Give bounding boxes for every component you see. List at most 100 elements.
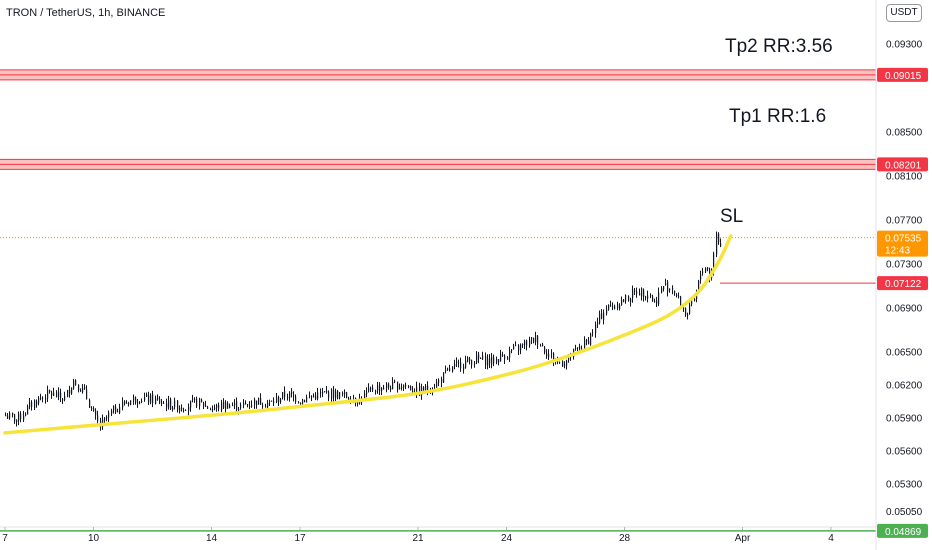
candle-body bbox=[201, 399, 203, 402]
candle-body bbox=[595, 324, 597, 334]
candle-body bbox=[386, 384, 388, 389]
candle-body bbox=[47, 389, 49, 399]
candle-body bbox=[62, 398, 64, 401]
candle-body bbox=[645, 296, 647, 298]
candle-body bbox=[405, 385, 407, 387]
candle-body bbox=[537, 335, 539, 345]
candle-body bbox=[163, 402, 165, 404]
candle-body bbox=[236, 401, 238, 410]
candle-body bbox=[9, 413, 11, 419]
candle-body bbox=[478, 354, 480, 359]
price-tick-label: 0.06500 bbox=[886, 348, 923, 359]
candle-body bbox=[159, 398, 161, 404]
candle-body bbox=[135, 397, 137, 403]
candle-body bbox=[623, 299, 625, 302]
candle-body bbox=[210, 409, 212, 411]
candle-body bbox=[399, 387, 401, 390]
candle-body bbox=[515, 345, 517, 347]
candle-body bbox=[408, 386, 410, 388]
candle-body bbox=[146, 394, 148, 397]
candle-body bbox=[170, 399, 172, 409]
candle-body bbox=[194, 398, 196, 400]
candle-body bbox=[23, 415, 25, 420]
candle-body bbox=[91, 408, 93, 410]
candle-body bbox=[713, 253, 715, 273]
parabolic-trend-curve bbox=[3, 234, 733, 435]
candle-body bbox=[280, 399, 282, 403]
candle-body bbox=[520, 344, 522, 351]
badge-last-price bbox=[877, 230, 928, 257]
candle-body bbox=[707, 267, 709, 270]
candle-body bbox=[53, 392, 55, 397]
candle-body bbox=[20, 413, 22, 419]
candle-body bbox=[441, 379, 443, 383]
candle-body bbox=[513, 346, 515, 350]
candle-body bbox=[108, 412, 110, 418]
candle-body bbox=[487, 358, 489, 366]
candle-body bbox=[130, 400, 132, 406]
price-tick-label: 0.09300 bbox=[886, 40, 923, 51]
candle-body bbox=[698, 280, 700, 294]
candle-body bbox=[449, 367, 451, 371]
candle-body bbox=[199, 398, 201, 407]
candle-body bbox=[592, 332, 594, 334]
candle-body bbox=[579, 346, 581, 349]
candle-body bbox=[269, 401, 271, 403]
candle-body bbox=[716, 233, 718, 255]
candle-body bbox=[491, 356, 493, 365]
candle-body bbox=[632, 289, 634, 298]
candle-body bbox=[388, 383, 390, 388]
candle-body bbox=[610, 305, 612, 307]
time-tick-label: 10 bbox=[88, 533, 100, 544]
candle-body bbox=[482, 355, 484, 360]
candle-body bbox=[643, 289, 645, 297]
candle-body bbox=[366, 392, 368, 395]
time-tick-label: 4 bbox=[828, 533, 834, 544]
candle-body bbox=[577, 347, 579, 349]
candle-body bbox=[628, 296, 630, 301]
candle-body bbox=[566, 360, 568, 366]
candle-body bbox=[251, 405, 253, 407]
price-axis[interactable]: 0.09300 0.08500 0.08100 0.07700 0.07300 0.069… bbox=[875, 0, 923, 550]
candle-body bbox=[469, 358, 471, 361]
annotation-tp1: Tp1 RR:1.6 bbox=[729, 106, 826, 127]
candle-body bbox=[416, 386, 418, 394]
candle-body bbox=[357, 402, 359, 404]
candle-body bbox=[625, 295, 627, 301]
candle-body bbox=[639, 293, 641, 296]
candle-body bbox=[172, 407, 174, 410]
candle-body bbox=[144, 397, 146, 400]
candle-body bbox=[192, 398, 194, 400]
candle-body bbox=[293, 395, 295, 397]
candle-body bbox=[185, 409, 187, 411]
candle-body bbox=[335, 391, 337, 398]
candle-body bbox=[401, 386, 403, 388]
candle-body bbox=[342, 392, 344, 395]
candle-body bbox=[375, 391, 377, 393]
candle-body bbox=[245, 403, 247, 405]
candle-body bbox=[381, 388, 383, 391]
candle-body bbox=[564, 364, 566, 366]
time-axis[interactable]: 7 10 14 17 21 24 28 Apr 4 bbox=[0, 526, 876, 544]
candle-body bbox=[553, 353, 555, 362]
candle-body bbox=[221, 402, 223, 411]
candle-body bbox=[93, 408, 95, 412]
candle-body bbox=[174, 400, 176, 407]
currency-button[interactable]: USDT bbox=[886, 4, 922, 22]
candle-body bbox=[328, 391, 330, 398]
candle-body bbox=[603, 312, 605, 320]
candle-body bbox=[702, 271, 704, 274]
candle-body bbox=[348, 398, 350, 401]
candle-body bbox=[60, 392, 62, 398]
candle-body bbox=[674, 290, 676, 294]
candle-body bbox=[207, 406, 209, 409]
candle-body bbox=[137, 402, 139, 404]
candle-body bbox=[667, 281, 669, 292]
price-tick-label: 0.06900 bbox=[886, 304, 923, 315]
candle-body bbox=[267, 402, 269, 408]
candle-body bbox=[669, 288, 671, 291]
candle-body bbox=[295, 396, 297, 403]
candle-body bbox=[542, 344, 544, 346]
candle-body bbox=[694, 298, 696, 301]
